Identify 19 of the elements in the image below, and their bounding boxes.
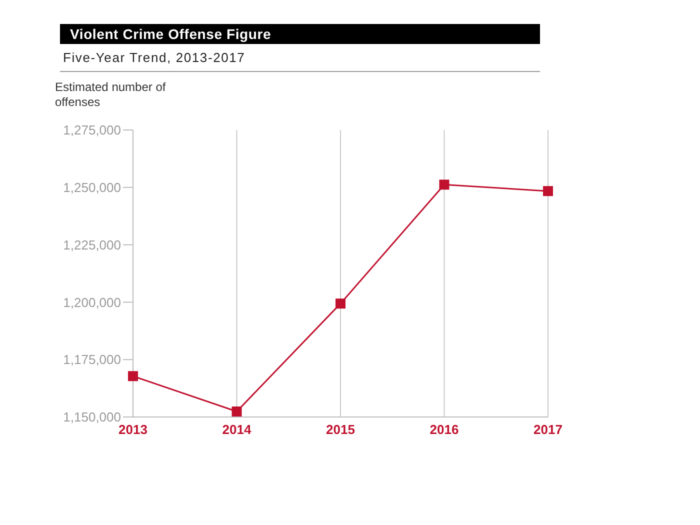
x-tick-label: 2013 xyxy=(118,422,148,438)
point xyxy=(336,298,346,309)
chart-subtitle: Five-Year Trend, 2013-2017 xyxy=(60,44,540,72)
point xyxy=(439,180,450,190)
point xyxy=(128,371,138,382)
point xyxy=(232,406,242,416)
y-tick-label: 1,225,000 xyxy=(63,237,121,252)
y-tick-label: 1,150,000 xyxy=(63,410,121,425)
x-tick-label: 2015 xyxy=(326,422,355,438)
y-tick-label: 1,250,000 xyxy=(63,180,121,196)
y-tick-label: 1,275,000 xyxy=(63,122,121,138)
chart-title: Violent Crime Offense Figure xyxy=(60,24,540,44)
y-axis-title: Estimated number of offenses xyxy=(55,80,167,110)
x-tick-label: 2014 xyxy=(222,422,252,438)
y-tick-label: 1,175,000 xyxy=(63,352,121,368)
point xyxy=(543,186,553,196)
x-tick-label: 2016 xyxy=(430,422,459,438)
y-tick-label: 1,200,000 xyxy=(63,294,121,310)
x-tick-label: 2017 xyxy=(534,422,562,438)
